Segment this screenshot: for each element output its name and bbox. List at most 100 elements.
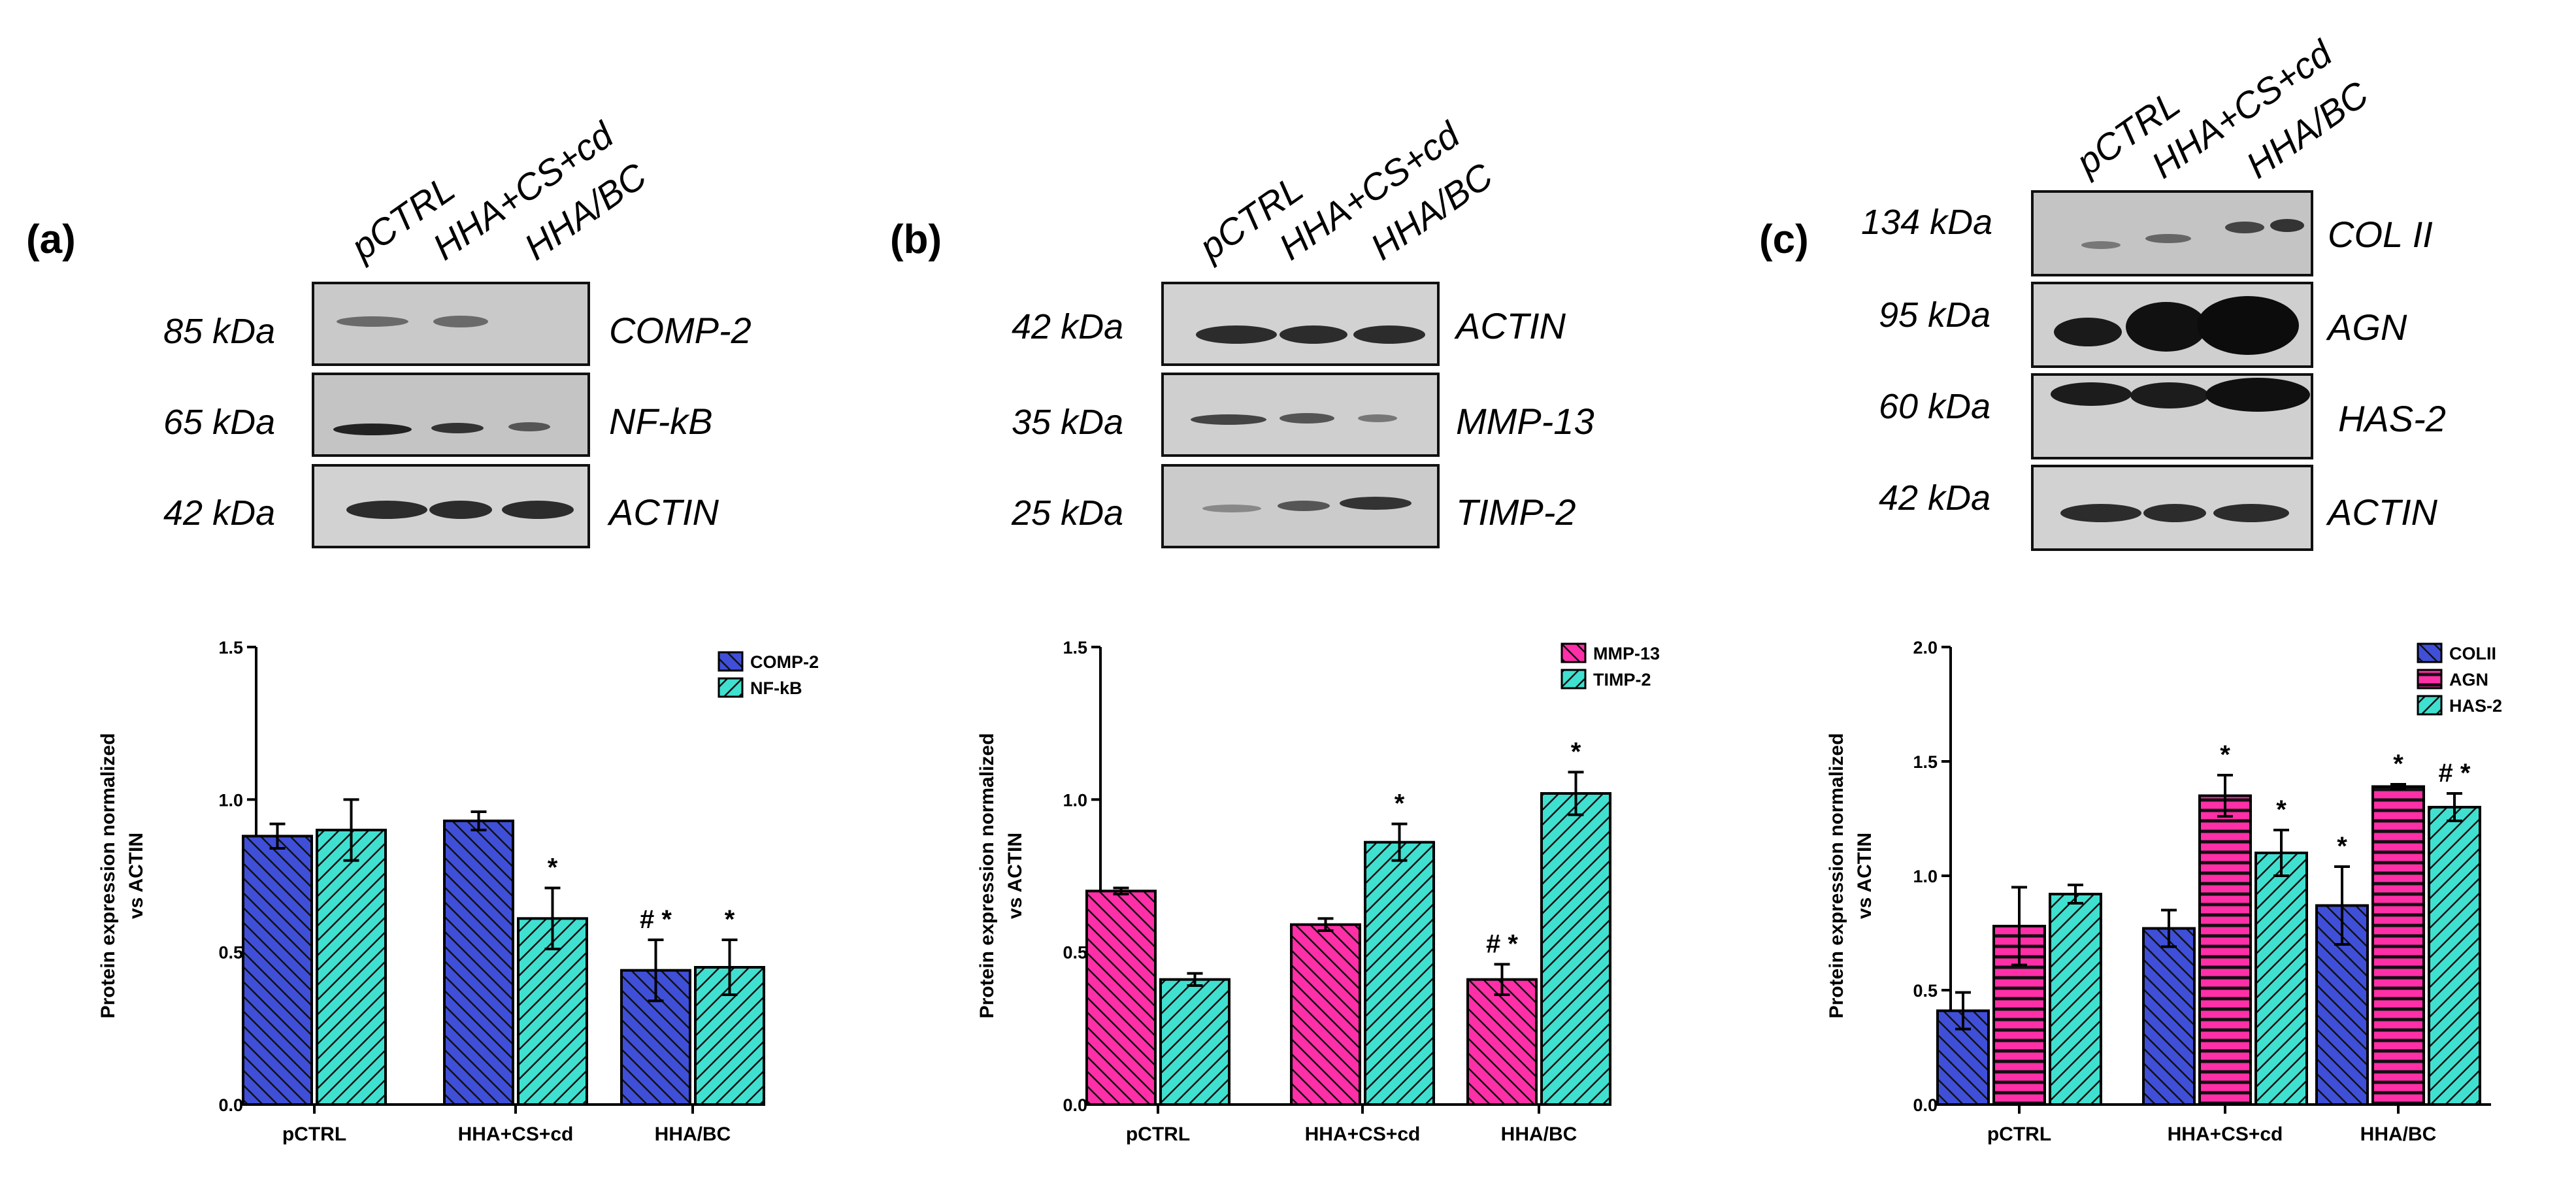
kda-label: 42 kDa	[1879, 478, 1990, 518]
y-tick-label: 1.5	[1913, 752, 1938, 772]
band	[1280, 325, 1347, 344]
band	[1202, 505, 1261, 512]
y-axis-label: Protein expression normalized	[97, 733, 119, 1019]
x-tick-label: HHA/BC	[2360, 1123, 2437, 1145]
x-tick-label: HHA+CS+cd	[458, 1123, 574, 1145]
protein-label: MMP-13	[1456, 401, 1594, 442]
kda-label: 42 kDa	[1012, 307, 1123, 346]
y-axis-label: Protein expression normalized	[976, 733, 998, 1019]
legend-swatch	[1560, 669, 1587, 690]
protein-label: COL II	[2328, 214, 2433, 255]
legend-swatch	[2417, 695, 2443, 716]
x-tick-label: HHA+CS+cd	[2168, 1123, 2283, 1145]
y-axis-label: vs ACTIN	[1854, 833, 1875, 919]
significance-mark: # *	[640, 905, 672, 934]
protein-label: ACTIN	[607, 491, 719, 533]
band	[2197, 296, 2299, 355]
bar	[2428, 806, 2481, 1106]
panel-c-blots: (c) pCTRL HHA+CS+cd HHA/BC 134 kDa 95 kD…	[1759, 31, 2446, 551]
band	[433, 316, 488, 327]
band	[2225, 222, 2264, 233]
significance-mark: *	[2337, 832, 2347, 861]
panel-a-label: (a)	[26, 217, 76, 262]
bar	[2049, 893, 2102, 1106]
x-tick-label: HHA+CS+cd	[1305, 1123, 1421, 1145]
bar	[1085, 890, 1157, 1106]
protein-label: TIMP-2	[1456, 491, 1576, 533]
bar	[316, 829, 387, 1106]
legend-swatch	[718, 677, 744, 698]
significance-mark: # *	[1486, 929, 1518, 958]
protein-label: ACTIN	[1454, 305, 1566, 346]
chart-b: 0.0 0.5 1.0 1.5 Protein expression normalize…	[976, 638, 1660, 1145]
y-tick-label: 0.0	[1913, 1095, 1938, 1115]
y-tick-label: 0.5	[218, 943, 243, 963]
bar	[1364, 840, 1435, 1106]
kda-label: 65 kDa	[163, 403, 275, 442]
x-tick-label: HHA/BC	[655, 1123, 731, 1145]
band	[1340, 497, 1412, 510]
significance-mark: *	[2393, 750, 2403, 778]
band	[1196, 325, 1277, 344]
y-axis-label: vs ACTIN	[1004, 833, 1026, 919]
kda-label: 134 kDa	[1861, 203, 1992, 242]
legend-label: MMP-13	[1593, 644, 1660, 663]
blot-actin-b	[1161, 282, 1440, 366]
y-tick-label: 1.5	[1063, 638, 1087, 657]
legend-swatch	[2417, 669, 2443, 690]
band	[2270, 219, 2304, 232]
y-tick-label: 0.5	[1913, 981, 1938, 1001]
bar	[1290, 923, 1361, 1106]
band	[337, 316, 408, 327]
y-tick-label: 1.0	[1913, 867, 1938, 886]
protein-label: AGN	[2326, 307, 2407, 348]
band	[502, 501, 574, 519]
x-tick-label: pCTRL	[1987, 1123, 2051, 1145]
legend-label: COLII	[2449, 644, 2496, 663]
panel-b-blots: (b) pCTRL HHA+CS+cd HHA/BC 42 kDa 35 kDa…	[890, 113, 1594, 548]
y-axis-label: Protein expression normalized	[1826, 733, 1847, 1019]
significance-mark: *	[725, 905, 735, 934]
x-tick-label: pCTRL	[1126, 1123, 1190, 1145]
band	[2205, 378, 2310, 412]
blot-nfkb	[312, 373, 590, 457]
kda-label: 85 kDa	[163, 312, 275, 351]
y-tick-label: 1.0	[1063, 790, 1087, 810]
band	[346, 501, 427, 519]
bar	[1159, 978, 1230, 1106]
band	[2130, 382, 2209, 408]
kda-label: 42 kDa	[163, 493, 275, 533]
band	[431, 423, 484, 433]
band	[333, 424, 412, 435]
kda-label: 95 kDa	[1879, 295, 1990, 335]
legend-label: AGN	[2449, 670, 2488, 690]
kda-label: 35 kDa	[1012, 403, 1123, 442]
kda-label: 60 kDa	[1879, 387, 1990, 426]
x-tick-label: pCTRL	[282, 1123, 346, 1145]
significance-mark: *	[1395, 790, 1405, 818]
legend-label: NF-kB	[750, 678, 802, 698]
band	[2145, 234, 2191, 243]
protein-label: HAS-2	[2338, 398, 2446, 439]
band	[2081, 241, 2121, 249]
chart-a: 0.0 0.5 1.0 1.5 Protein expression normalize…	[97, 638, 819, 1145]
y-tick-label: 0.0	[1063, 1095, 1087, 1115]
y-tick-label: 1.5	[218, 638, 243, 657]
panel-b-label: (b)	[890, 217, 942, 262]
y-tick-label: 0.0	[218, 1095, 243, 1115]
band	[1358, 414, 1397, 422]
kda-label: 25 kDa	[1011, 493, 1123, 533]
bar	[2371, 785, 2425, 1106]
legend-label: TIMP-2	[1593, 670, 1651, 690]
protein-label: NF-kB	[609, 401, 713, 442]
band	[508, 422, 550, 431]
x-tick-label: HHA/BC	[1501, 1123, 1577, 1145]
bar	[2198, 794, 2252, 1106]
bar	[1466, 978, 1538, 1106]
legend-label: COMP-2	[750, 652, 819, 672]
band	[1278, 501, 1330, 511]
bar	[242, 835, 313, 1106]
blot-col2	[2031, 190, 2313, 276]
significance-mark: *	[2220, 740, 2230, 769]
